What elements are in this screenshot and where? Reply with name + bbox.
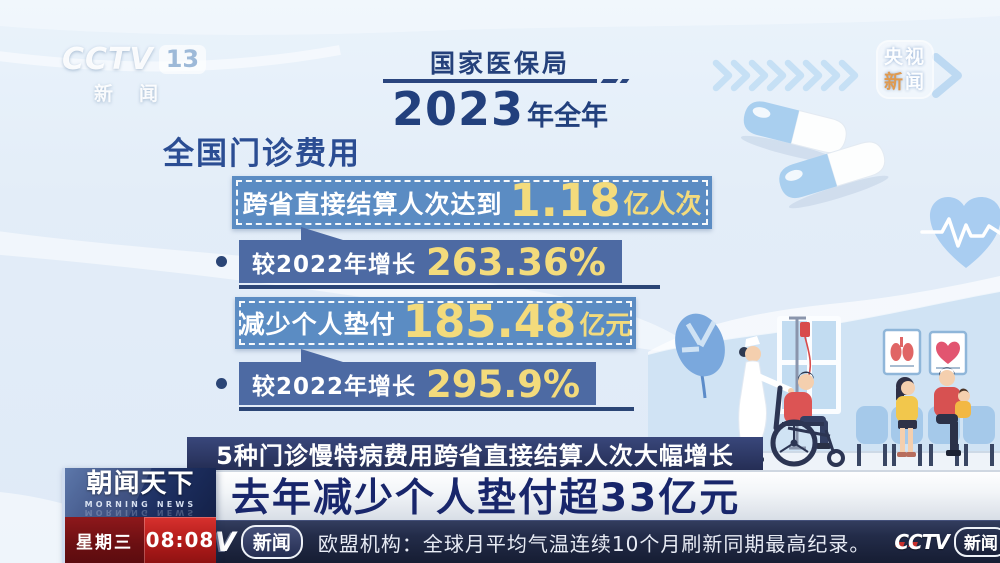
- wall-art-lungs-icon: [882, 328, 922, 376]
- news-ticker: V 新闻 欧盟机构：全球月平均气温连续10个月刷新同期最高纪录。 CCTV 新闻…: [205, 520, 1000, 563]
- growth1-box: 较2022年增长 263.36%: [239, 240, 622, 283]
- heart-ecg-icon: [920, 197, 1000, 268]
- pill-capsule-icon: [740, 101, 847, 163]
- pill-capsule-icon: [779, 141, 889, 209]
- weekday-label: 星期三: [65, 517, 144, 563]
- stat-card-settlements: 跨省直接结算人次达到 1.18 亿人次: [232, 176, 712, 229]
- agency-divider: [383, 79, 597, 83]
- channel-subtitle: 新闻: [94, 83, 185, 105]
- watermark-line2: 新闻: [883, 70, 927, 93]
- period-title: 2023 年全年: [380, 82, 620, 136]
- datetime-strip: 星期三 08:08: [65, 517, 216, 563]
- agency-title: 国家医保局: [429, 49, 570, 78]
- program-logo-top: 朝闻天下 MORNING NEWS MORNING NEWS: [65, 468, 216, 517]
- headline-text: 去年减少个人垫付超33亿元: [231, 476, 741, 521]
- growth-row-settlements: 较2022年增长 263.36%: [216, 240, 660, 289]
- growth2-label: 较2022年增长: [252, 373, 417, 400]
- stat2-unit: 亿元: [579, 310, 632, 341]
- channel-number: 13: [158, 45, 207, 74]
- cctv-news-app-logo: 央视 新闻: [876, 40, 934, 99]
- wheelchair-patient-figure: [770, 371, 845, 467]
- topic-banner: 5种门诊慢特病费用跨省直接结算人次大幅增长: [187, 437, 763, 470]
- watermark-line1: 央视: [883, 45, 926, 68]
- stat-card-out-of-pocket: 减少个人垫付 185.48 亿元: [235, 297, 636, 349]
- cctv-logo-text: CCTV: [894, 530, 949, 554]
- period-suffix: 年全年: [527, 101, 609, 132]
- bullet-icon: [216, 378, 227, 389]
- section-title: 全国门诊费用: [163, 136, 361, 172]
- stat2-label: 减少个人垫付: [239, 310, 396, 339]
- wave-top: [0, 0, 1000, 35]
- leaf-icon: [675, 313, 725, 399]
- channel-logo: CCTV 13 新闻: [62, 42, 207, 106]
- cctv-news-badge: 新闻: [953, 527, 1000, 557]
- cctv-logo-text: CCTV: [62, 42, 154, 77]
- wave-scene-top: [648, 276, 1000, 355]
- growth-row-out-of-pocket: 较2022年增长 295.9%: [216, 362, 635, 411]
- program-title: 朝闻天下: [86, 469, 195, 499]
- ticker-cctv-logo: CCTV 新闻: [894, 527, 1000, 557]
- cctv-v-icon: V: [215, 526, 236, 558]
- scene-floor-line: [648, 451, 1000, 453]
- growth1-value: 263.36%: [426, 241, 606, 284]
- clock-time: 08:08: [144, 517, 216, 563]
- seated-man-child-figure: [934, 367, 971, 456]
- stat1-value: 1.18: [509, 174, 621, 227]
- program-subtitle-reflection: MORNING NEWS: [84, 507, 197, 517]
- wall-art-heart-icon: [928, 330, 968, 376]
- stat2-value: 185.48: [402, 294, 577, 348]
- seated-woman-figure: [896, 377, 918, 457]
- program-subtitle: MORNING NEWS: [84, 499, 197, 509]
- period-year: 2023: [391, 82, 525, 136]
- ticker-headline: 欧盟机构：全球月平均气温连续10个月刷新同期最高纪录。: [317, 531, 871, 556]
- growth2-box: 较2022年增长 295.9%: [239, 362, 597, 406]
- program-logo: 朝闻天下 MORNING NEWS MORNING NEWS 星期三 08:08: [62, 468, 216, 563]
- growth1-label: 较2022年增长: [252, 251, 417, 278]
- growth2-value: 295.9%: [426, 363, 581, 406]
- stat1-label: 跨省直接结算人次达到: [242, 189, 503, 219]
- bullet-icon: [216, 256, 227, 267]
- stat1-unit: 亿人次: [623, 190, 702, 220]
- headline-bar: 去年减少个人垫付超33亿元: [205, 470, 1000, 521]
- ticker-news-badge: 新闻: [240, 525, 303, 559]
- chevrons-icon: [712, 53, 962, 98]
